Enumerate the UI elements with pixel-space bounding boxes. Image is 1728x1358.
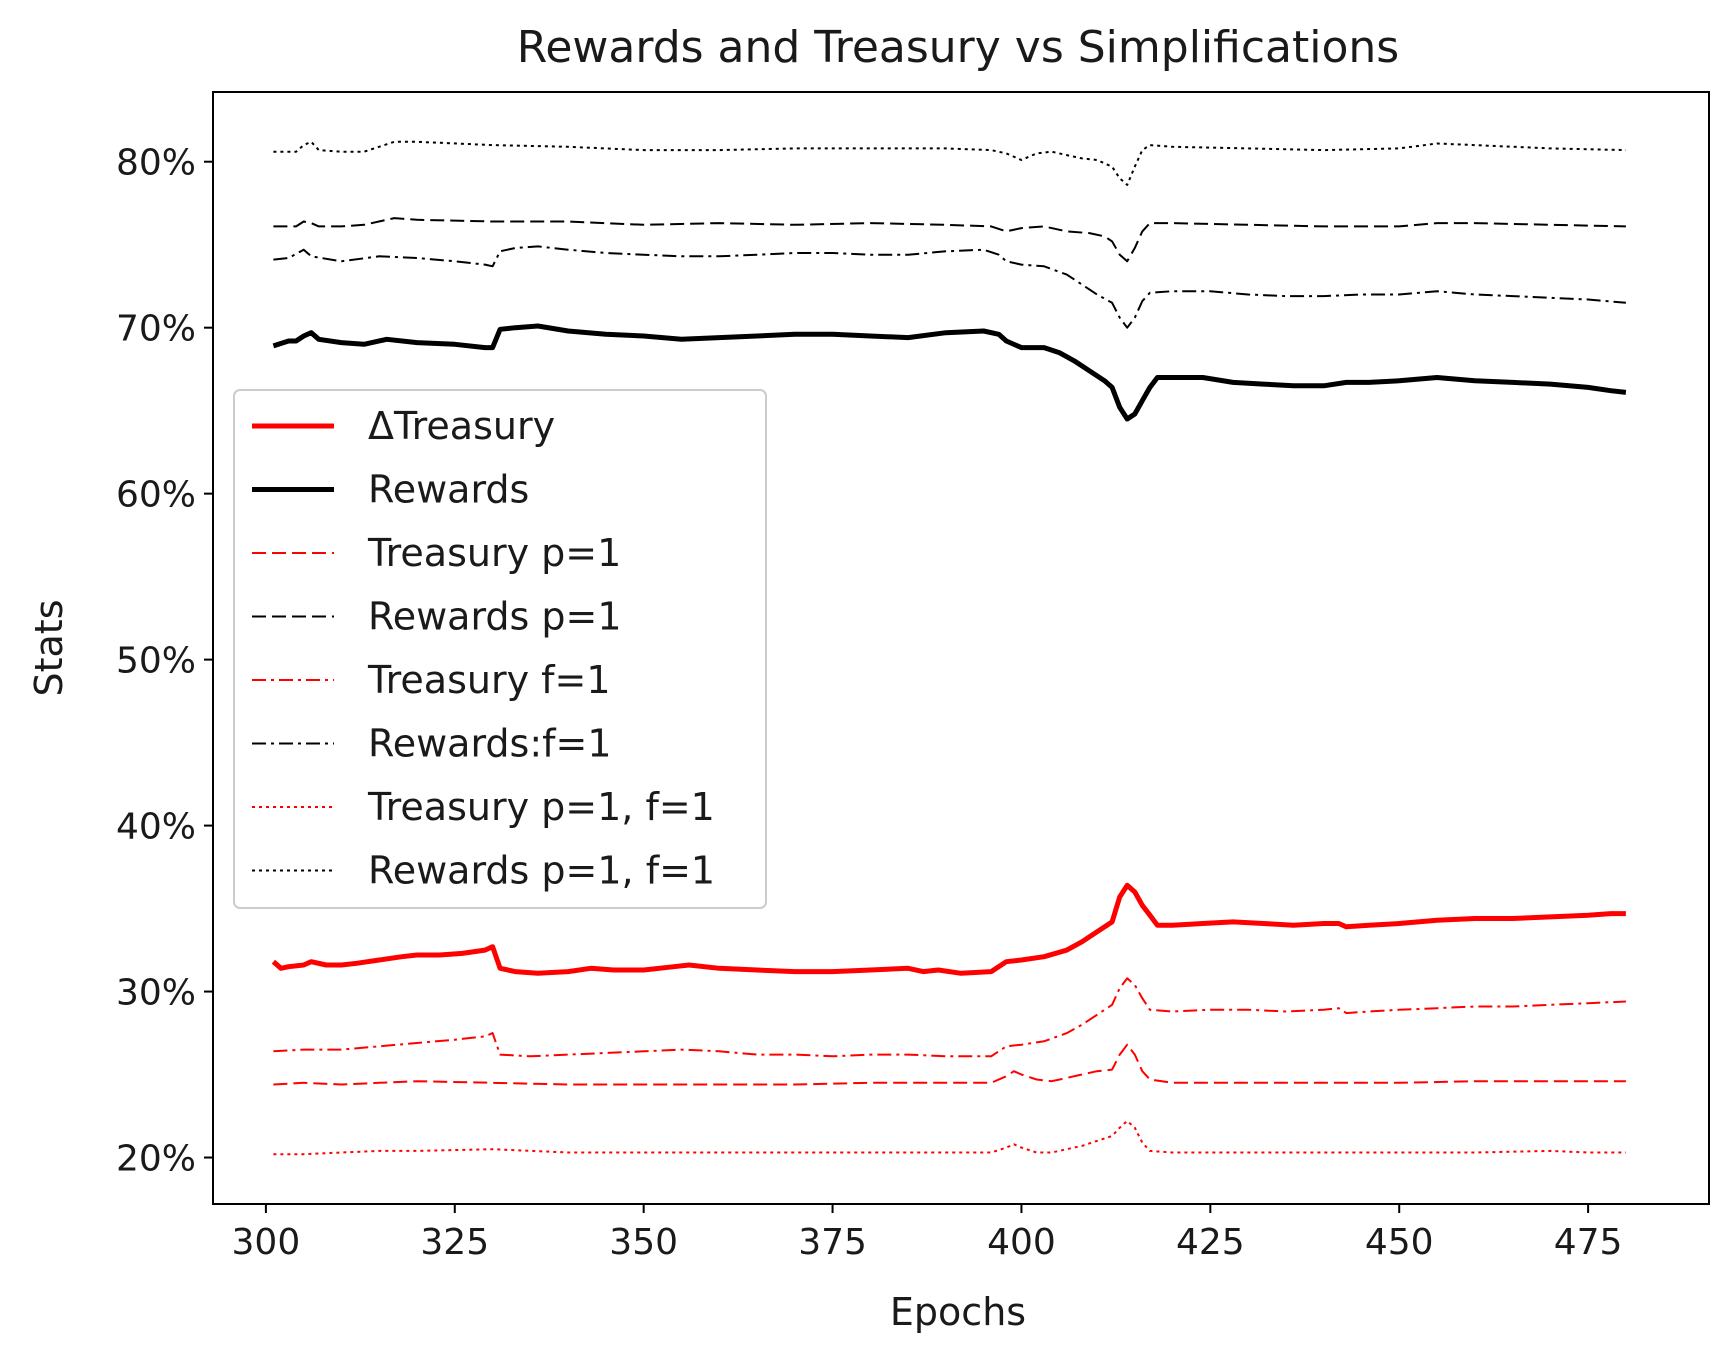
series-line	[273, 245, 1626, 329]
x-axis: 300 325 350 375 400 425 450 475	[232, 1204, 1623, 1263]
legend-label: Treasury f=1	[367, 658, 611, 702]
x-tick-label: 425	[1176, 1222, 1245, 1263]
x-tick-label: 325	[420, 1222, 489, 1263]
legend-label: Rewards	[368, 468, 529, 512]
plot-frame	[212, 91, 1710, 1205]
legend-label: Rewards p=1	[368, 595, 622, 639]
x-tick-label: 350	[609, 1222, 678, 1263]
series-line	[271, 882, 1626, 976]
series-line	[273, 217, 1626, 263]
legend-box	[233, 389, 767, 909]
legend-label: ΔTreasury	[368, 404, 555, 448]
chart-title: Rewards and Treasury vs Simplifications	[517, 22, 1399, 73]
y-tick-label: 60%	[116, 475, 196, 516]
y-axis-label: Stats	[27, 599, 71, 696]
x-tick-label: 375	[798, 1222, 867, 1263]
series-line	[273, 977, 1626, 1058]
legend-label: Rewards p=1, f=1	[368, 849, 715, 893]
x-tick-label: 450	[1365, 1222, 1434, 1263]
y-tick-label: 30%	[116, 973, 196, 1014]
x-tick-label: 400	[987, 1222, 1056, 1263]
legend-label: Treasury p=1, f=1	[367, 785, 715, 829]
y-tick-label: 70%	[116, 309, 196, 350]
plot-area	[271, 140, 1627, 1156]
legend-label: Treasury p=1	[367, 531, 621, 575]
y-tick-label: 40%	[116, 807, 196, 848]
y-axis: 20% 30% 40% 50% 60% 70% 80%	[116, 143, 213, 1180]
legend: ΔTreasury Rewards Treasury p=1 Rewards p=1 T…	[233, 389, 767, 909]
y-tick-label: 80%	[116, 143, 196, 184]
x-tick-label: 475	[1554, 1222, 1623, 1263]
legend-items: ΔTreasury Rewards Treasury p=1 Rewards p=1 T…	[252, 404, 715, 893]
series-line	[273, 1043, 1626, 1086]
legend-label: Rewards:f=1	[368, 722, 612, 766]
x-axis-label: Epochs	[890, 1290, 1026, 1334]
x-tick-label: 300	[232, 1222, 301, 1263]
y-tick-label: 50%	[116, 641, 196, 682]
series-line	[273, 140, 1626, 186]
series-line	[272, 323, 1627, 422]
y-tick-label: 20%	[116, 1139, 196, 1180]
